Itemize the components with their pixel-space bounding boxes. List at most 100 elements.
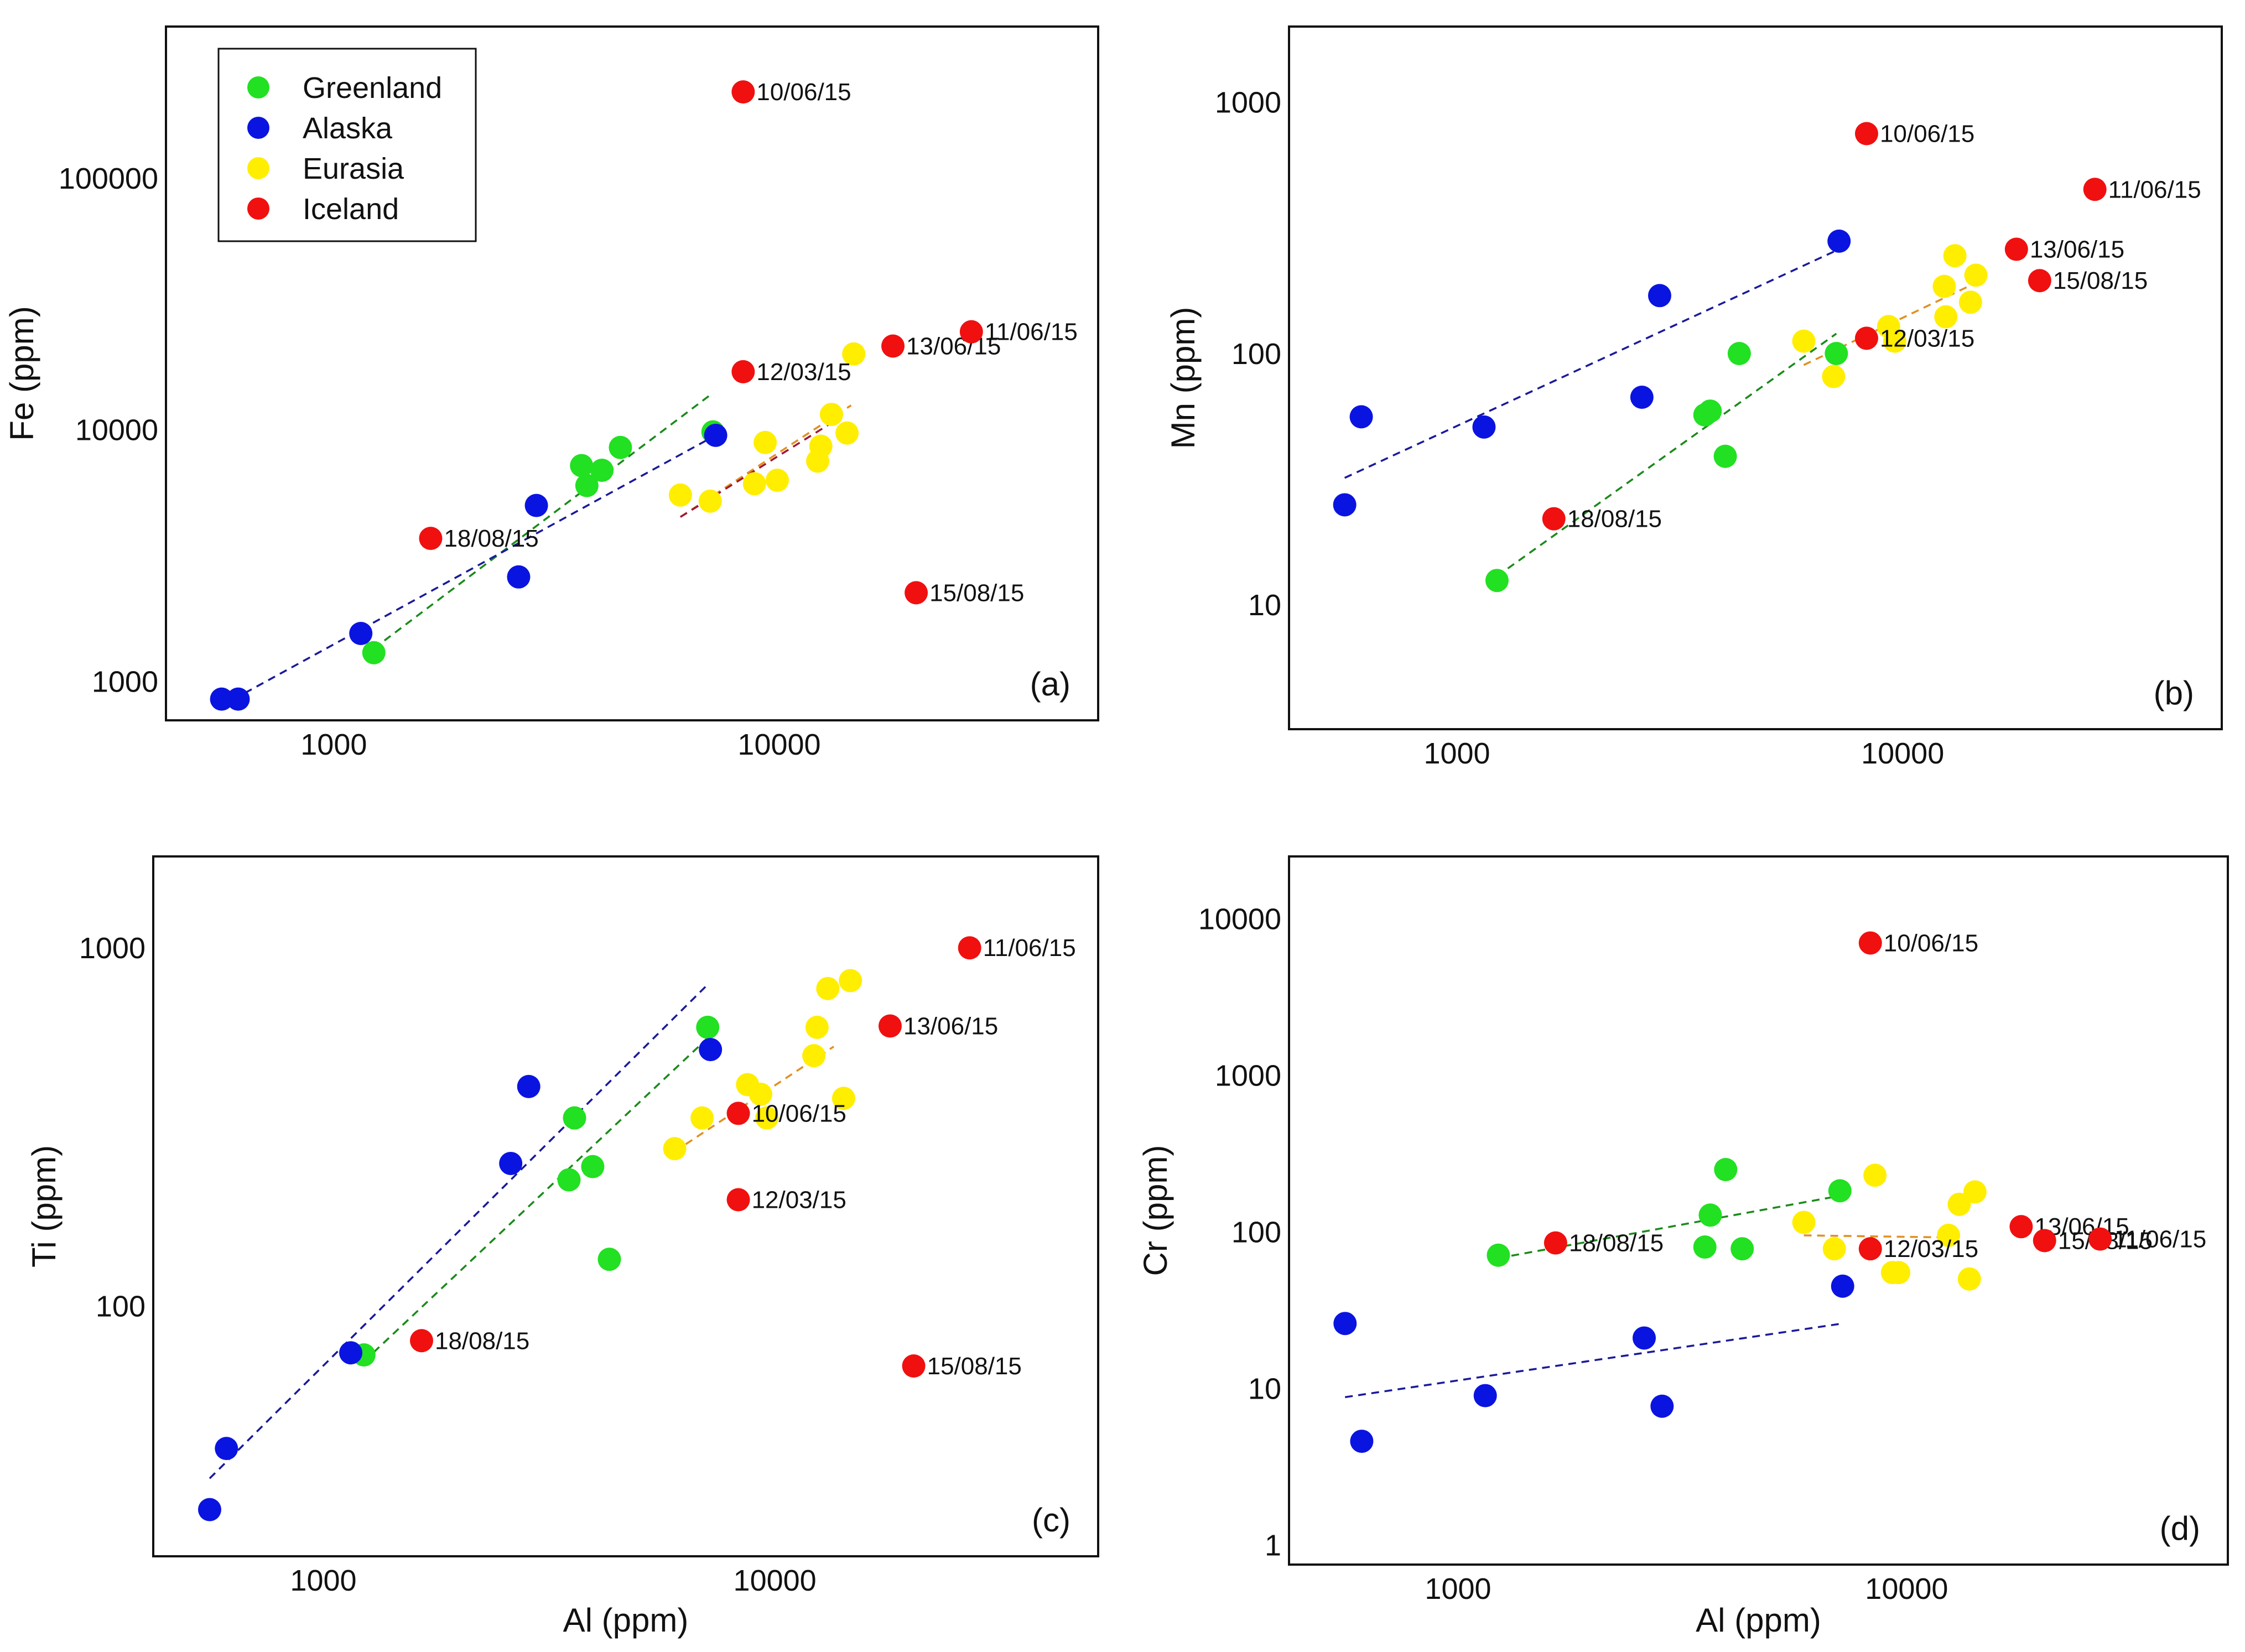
y-tick-label: 1000: [1215, 1059, 1281, 1093]
point-eurasia: [1963, 1180, 1987, 1204]
point-eurasia: [1863, 1163, 1887, 1187]
y-axis-label: Mn (ppm): [1165, 307, 1202, 449]
point-label: 15/08/15: [927, 1353, 1022, 1380]
x-tick-label: 10000: [1861, 737, 1944, 770]
point-eurasia: [819, 403, 843, 427]
point-greenland: [581, 1155, 605, 1178]
point-eurasia: [1822, 365, 1846, 388]
legend-marker-iceland: [247, 198, 269, 220]
point-label: 11/06/15: [2113, 1226, 2206, 1253]
point-greenland: [1727, 341, 1751, 365]
legend-label: Eurasia: [303, 152, 404, 185]
point-alaska: [699, 1038, 723, 1062]
panel-tag: (c): [1032, 1502, 1070, 1539]
point-label: 12/03/15: [1884, 1235, 1978, 1263]
point-eurasia: [1943, 244, 1967, 268]
point-greenland: [1828, 1179, 1852, 1203]
point-eurasia: [765, 468, 789, 492]
point-alaska: [704, 423, 727, 447]
point-greenland: [1698, 1203, 1722, 1227]
trendline-alaska: [1345, 1322, 1843, 1399]
x-tick-label: 1000: [290, 1564, 356, 1597]
point-alaska: [1473, 1384, 1497, 1407]
legend-marker-greenland: [247, 76, 269, 98]
point-iceland: [959, 320, 983, 344]
chart-b: 1000 10000 10 100 1000 Mn (ppm) (b) 18/08/15 12/…: [1165, 25, 2223, 770]
panel-d: 1000 10000 1 10 100 1000 10000 Cr (ppm) Al (ppm)…: [1122, 826, 2245, 1652]
point-alaska: [1472, 415, 1496, 439]
point-greenland: [1693, 1235, 1717, 1259]
point-label: 18/08/15: [435, 1327, 529, 1354]
point-alaska: [1349, 405, 1373, 429]
point-eurasia: [698, 489, 722, 513]
y-tick-label: 10: [1248, 1373, 1281, 1406]
trendline-greenland: [373, 392, 714, 650]
x-axis-label: Al (ppm): [563, 1602, 689, 1639]
point-greenland: [696, 1015, 720, 1039]
plot-frame: [1288, 25, 2223, 730]
point-alaska: [226, 687, 250, 711]
point-eurasia: [749, 1082, 772, 1106]
point-iceland: [2004, 237, 2028, 261]
point-eurasia: [816, 976, 840, 1000]
point-eurasia: [802, 1044, 826, 1068]
y-tick-label: 1000: [92, 666, 158, 699]
point-greenland: [1713, 444, 1737, 468]
point-eurasia: [755, 1106, 779, 1130]
y-tick-label: 10000: [75, 414, 158, 447]
legend-label: Iceland: [303, 193, 399, 226]
x-axis-label: Al (ppm): [1696, 1602, 1821, 1639]
point-greenland: [1698, 399, 1722, 423]
trendline-alaska: [1344, 248, 1839, 479]
point-greenland: [570, 454, 594, 477]
point-greenland: [575, 474, 599, 497]
plot-frame: [152, 855, 1099, 1557]
point-alaska: [1650, 1394, 1674, 1418]
point-label: 13/06/15: [2030, 236, 2124, 263]
panel-tag: (a): [1030, 666, 1070, 703]
point-alaska: [1648, 284, 1671, 308]
point-greenland: [362, 641, 386, 664]
point-iceland: [2088, 1227, 2112, 1251]
point-alaska: [1333, 493, 1357, 517]
legend-label: Alaska: [303, 112, 393, 145]
point-iceland: [731, 80, 755, 104]
point-eurasia: [1932, 274, 1956, 298]
point-eurasia: [1887, 1261, 1911, 1285]
point-alaska: [517, 1074, 541, 1098]
x-tick-label: 1000: [1425, 1572, 1491, 1606]
point-eurasia: [1934, 305, 1958, 329]
point-greenland: [557, 1168, 581, 1192]
point-eurasia: [835, 421, 859, 445]
point-alaska: [1831, 1274, 1854, 1298]
point-alaska: [1633, 1326, 1656, 1350]
point-eurasia: [1937, 1223, 1961, 1247]
point-eurasia: [742, 472, 766, 496]
y-axis-label: Cr (ppm): [1137, 1145, 1174, 1276]
point-iceland: [905, 581, 928, 605]
point-alaska: [524, 493, 548, 517]
point-label: 10/06/15: [1880, 120, 1974, 147]
point-alaska: [339, 1341, 363, 1365]
point-alaska: [1630, 385, 1654, 409]
point-eurasia: [805, 1015, 829, 1039]
point-label: 18/08/15: [1569, 1230, 1664, 1257]
point-eurasia: [839, 969, 862, 993]
point-label: 12/03/15: [752, 1187, 846, 1214]
point-eurasia: [1792, 329, 1816, 353]
point-eurasia: [1958, 290, 1982, 314]
point-iceland: [1858, 1237, 1882, 1261]
point-label: 11/06/15: [985, 319, 1078, 346]
point-greenland: [1714, 1158, 1738, 1182]
point-label: 18/08/15: [1567, 506, 1662, 533]
point-label: 10/06/15: [752, 1100, 846, 1127]
x-tick-label: 10000: [734, 1564, 817, 1597]
point-iceland: [419, 527, 443, 550]
point-iceland: [1854, 122, 1878, 146]
point-label: 13/06/15: [906, 333, 1001, 360]
panel-tag: (d): [2160, 1510, 2200, 1547]
legend-label: Greenland: [303, 71, 442, 105]
trendline-alaska: [209, 984, 709, 1479]
x-tick-label: 10000: [737, 728, 820, 761]
point-greenland: [1825, 341, 1848, 365]
